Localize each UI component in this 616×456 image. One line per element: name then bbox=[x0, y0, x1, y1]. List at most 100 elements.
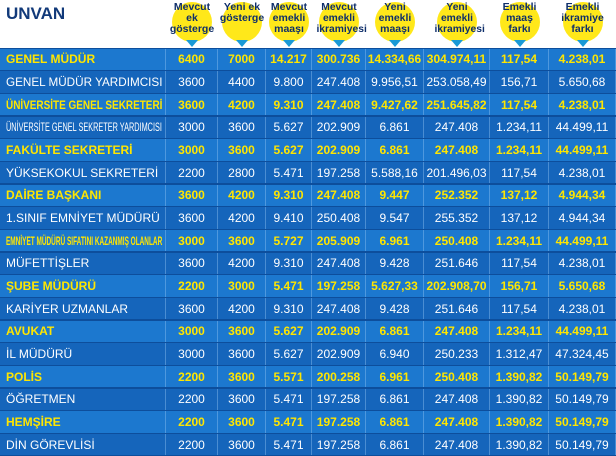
value-text: 4200 bbox=[228, 97, 255, 112]
header: UNVAN Mevcut ek gösterge Yeni ek gösterge… bbox=[0, 0, 616, 48]
header-bubble bbox=[269, 2, 309, 42]
value-cell: 6.961 bbox=[366, 365, 424, 388]
value-cell: 2200 bbox=[166, 411, 218, 433]
value-cell: 44.499,11 bbox=[549, 116, 616, 139]
value-text: 252.352 bbox=[434, 188, 479, 203]
value-text: 5.471 bbox=[273, 414, 304, 429]
value-cell: 6.861 bbox=[366, 433, 424, 456]
value-text: 4.944,34 bbox=[558, 188, 606, 203]
table-row: EMNİYET MÜDÜRÜ SIFATINI KAZANMIŞ OLANLAR… bbox=[0, 229, 616, 252]
value-cell: 5.471 bbox=[266, 275, 312, 297]
value-text: 247.408 bbox=[434, 392, 479, 407]
value-text: 201.496,03 bbox=[426, 165, 487, 180]
table-row: İL MÜDÜRÜ 3000 3600 5.627 202.909 6.940 250.23… bbox=[0, 343, 616, 365]
title-cell: İL MÜDÜRÜ bbox=[0, 343, 166, 365]
value-text: 44.499,11 bbox=[555, 324, 609, 339]
header-title: UNVAN bbox=[6, 4, 66, 23]
value-text: 44.499,11 bbox=[555, 142, 609, 157]
value-text: 3600 bbox=[178, 256, 205, 271]
value-cell: 3600 bbox=[218, 229, 266, 252]
value-text: 1.312,47 bbox=[495, 346, 543, 361]
value-text: 247.408 bbox=[434, 120, 479, 135]
title-text: GENEL MÜDÜR bbox=[6, 52, 96, 67]
value-text: 5.727 bbox=[273, 233, 304, 248]
value-text: 2200 bbox=[178, 414, 205, 429]
table-row: GENEL MÜDÜR YARDIMCISI 3600 4400 9.800 247.4… bbox=[0, 71, 616, 93]
value-cell: 9.800 bbox=[266, 71, 312, 93]
value-text: 50.149,79 bbox=[555, 437, 609, 452]
table-row: DİN GÖREVLİSİ 2200 3600 5.471 197.258 6.861 24… bbox=[0, 433, 616, 456]
title-cell: EMNİYET MÜDÜRÜ SIFATINI KAZANMIŞ OLANLAR bbox=[0, 229, 166, 252]
value-text: 14.334,66 bbox=[367, 52, 422, 67]
value-cell: 5.627,33 bbox=[366, 275, 424, 297]
value-text: 117,54 bbox=[501, 165, 537, 180]
column-header-text: Mevcut emekli maaşı bbox=[270, 1, 308, 35]
value-text: 3600 bbox=[228, 120, 255, 135]
value-text: 247.408 bbox=[316, 301, 361, 316]
value-text: 7000 bbox=[228, 52, 255, 67]
value-cell: 250.408 bbox=[312, 207, 366, 229]
table-row: ŞUBE MÜDÜRÜ 2200 3000 5.471 197.258 5.627,33 2… bbox=[0, 275, 616, 297]
value-text: 9.428 bbox=[379, 256, 410, 271]
table-row: DAİRE BAŞKANI 3600 4200 9.310 247.408 9.447 25… bbox=[0, 184, 616, 207]
value-text: 6.861 bbox=[379, 414, 410, 429]
value-cell: 4.238,01 bbox=[549, 252, 616, 275]
value-text: 50.149,79 bbox=[555, 392, 609, 407]
value-cell: 3600 bbox=[166, 71, 218, 93]
value-cell: 5.627 bbox=[266, 343, 312, 365]
value-cell: 300.736 bbox=[312, 48, 366, 71]
value-cell: 3600 bbox=[218, 320, 266, 343]
title-text: ÜNİVERSİTE GENEL SEKRETERİ bbox=[6, 97, 163, 112]
value-text: 3000 bbox=[178, 120, 205, 135]
value-text: 3600 bbox=[228, 324, 255, 339]
value-text: 4200 bbox=[228, 256, 255, 271]
value-cell: 201.496,03 bbox=[424, 161, 490, 184]
column-header-text: Emekli maaş farkı bbox=[502, 1, 537, 35]
value-cell: 3600 bbox=[218, 388, 266, 411]
value-text: 137,12 bbox=[500, 210, 538, 225]
value-cell: 6400 bbox=[166, 48, 218, 71]
value-cell: 4400 bbox=[218, 71, 266, 93]
value-cell: 3600 bbox=[218, 411, 266, 433]
value-text: 3600 bbox=[178, 188, 205, 203]
value-cell: 6.861 bbox=[366, 320, 424, 343]
value-cell: 5.588,16 bbox=[366, 161, 424, 184]
value-cell: 4200 bbox=[218, 252, 266, 275]
title-cell: DAİRE BAŞKANI bbox=[0, 184, 166, 207]
value-cell: 5.471 bbox=[266, 161, 312, 184]
value-cell: 5.627 bbox=[266, 139, 312, 161]
title-cell: ÜNİVERSİTE GENEL SEKRETER YARDIMCISI bbox=[0, 116, 166, 139]
value-cell: 9.310 bbox=[266, 93, 312, 116]
value-text: 117,54 bbox=[501, 301, 537, 316]
value-cell: 200.258 bbox=[312, 365, 366, 388]
value-text: 2800 bbox=[228, 165, 255, 180]
value-cell: 247.408 bbox=[312, 93, 366, 116]
value-cell: 117,54 bbox=[490, 297, 549, 320]
table-row: AVUKAT 3000 3600 5.627 202.909 6.861 247.408 1.… bbox=[0, 320, 616, 343]
value-text: 3000 bbox=[178, 324, 205, 339]
value-cell: 156,71 bbox=[490, 71, 549, 93]
title-text: AVUKAT bbox=[6, 324, 55, 339]
column-header: Emekli ikramiye farkı bbox=[549, 0, 616, 48]
value-text: 4400 bbox=[228, 74, 255, 89]
value-cell: 44.499,11 bbox=[549, 320, 616, 343]
value-cell: 9.547 bbox=[366, 207, 424, 229]
value-text: 9.428 bbox=[379, 301, 410, 316]
value-text: 1.234,11 bbox=[495, 324, 543, 339]
title-text: DAİRE BAŞKANI bbox=[6, 188, 102, 203]
value-text: 250.408 bbox=[316, 210, 361, 225]
value-cell: 9.427,62 bbox=[366, 93, 424, 116]
header-bubble bbox=[437, 2, 477, 42]
title-text: HEMŞİRE bbox=[6, 414, 61, 429]
value-cell: 5.471 bbox=[266, 433, 312, 456]
value-text: 247.408 bbox=[434, 437, 479, 452]
value-cell: 117,54 bbox=[490, 93, 549, 116]
value-cell: 6.961 bbox=[366, 229, 424, 252]
value-cell: 9.447 bbox=[366, 184, 424, 207]
column-header-text: Mevcut ek gösterge bbox=[169, 1, 215, 35]
value-text: 14.217 bbox=[270, 52, 307, 67]
value-text: 6.861 bbox=[379, 120, 410, 135]
value-cell: 202.909 bbox=[312, 343, 366, 365]
column-header: Yeni emekli maaşı bbox=[366, 0, 424, 48]
value-cell: 6.861 bbox=[366, 116, 424, 139]
